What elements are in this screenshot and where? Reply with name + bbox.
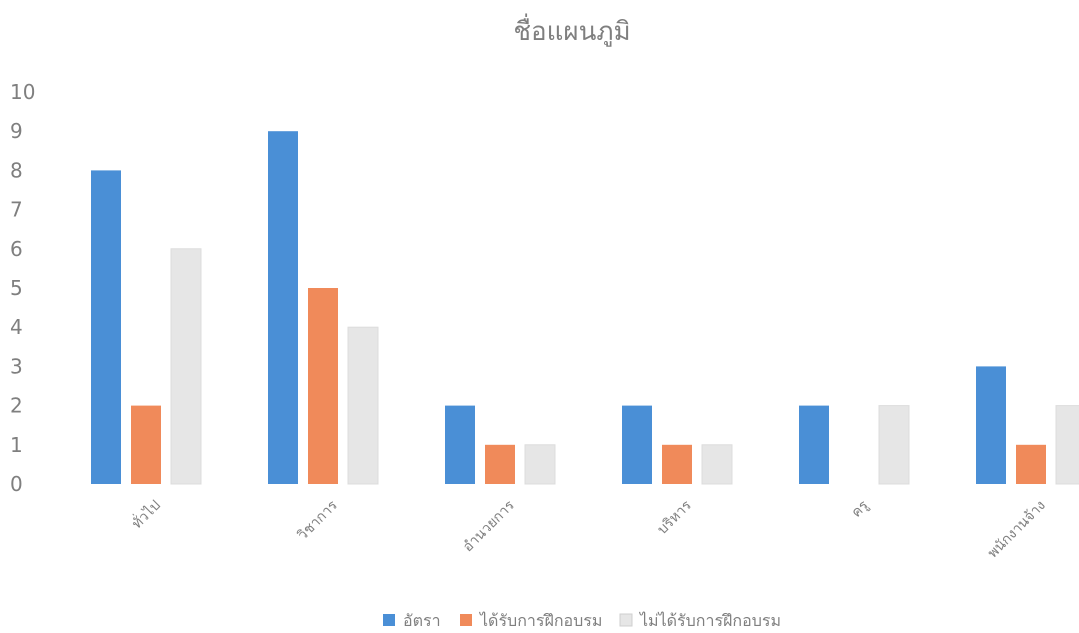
legend: อัตรา ได้รับการฝึกอบรม ไม่ได้รับการฝึกอบรม <box>383 611 781 630</box>
bar-series3-5 <box>878 405 910 485</box>
y-tick-label: 10 <box>10 80 35 104</box>
y-axis-ticks: 0 1 2 3 4 5 6 7 8 9 10 <box>10 80 35 496</box>
legend-label-1: อัตรา <box>403 611 441 630</box>
bar-series3-1 <box>170 248 202 485</box>
x-category-label: พนักงานจ้าง <box>985 498 1049 562</box>
bar-series1-1 <box>91 170 121 484</box>
bar-series1-5 <box>799 405 829 484</box>
bar-series3-6 <box>1055 405 1079 485</box>
y-tick-label: 6 <box>10 237 23 261</box>
bar-series1-4 <box>622 405 652 484</box>
x-axis-labels: ทั่วไป วิชาการ อำนวยการ บริหาร ครู พนักงานจ้า… <box>128 496 1049 561</box>
bar-series1-6 <box>976 366 1006 484</box>
legend-swatch-2 <box>460 614 472 626</box>
bar-series2-3 <box>485 444 515 484</box>
x-category-label: บริหาร <box>655 497 696 538</box>
y-tick-label: 2 <box>10 394 23 418</box>
legend-label-3: ไม่ได้รับการฝึกอบรม <box>638 611 781 630</box>
x-category-label: อำนวยการ <box>460 497 518 555</box>
bar-series1-3 <box>445 405 475 484</box>
y-tick-label: 3 <box>10 354 23 378</box>
y-tick-label: 0 <box>10 472 23 496</box>
bar-series3-3 <box>524 444 556 485</box>
bar-series2-6 <box>1016 444 1046 484</box>
bar-series2-2 <box>308 288 338 484</box>
legend-label-2: ได้รับการฝึกอบรม <box>478 611 602 630</box>
chart-title: ชื่อแผนภูมิ <box>513 13 630 47</box>
bar-series2-4 <box>662 444 692 484</box>
y-tick-label: 7 <box>10 198 23 222</box>
y-tick-label: 4 <box>10 315 23 339</box>
bar-series3-2 <box>347 326 379 485</box>
x-category-label: ทั่วไป <box>128 496 164 532</box>
bar-series1-2 <box>268 131 298 484</box>
x-category-label: วิชาการ <box>295 497 341 543</box>
bar-series2-1 <box>131 405 161 484</box>
bars <box>91 131 1079 485</box>
legend-swatch-3 <box>619 613 633 627</box>
y-tick-label: 1 <box>10 433 23 457</box>
x-category-label: ครู <box>849 497 873 521</box>
y-tick-label: 9 <box>10 119 23 143</box>
bar-series3-4 <box>701 444 733 485</box>
legend-swatch-1 <box>383 614 395 626</box>
y-tick-label: 8 <box>10 158 23 182</box>
y-tick-label: 5 <box>10 276 23 300</box>
